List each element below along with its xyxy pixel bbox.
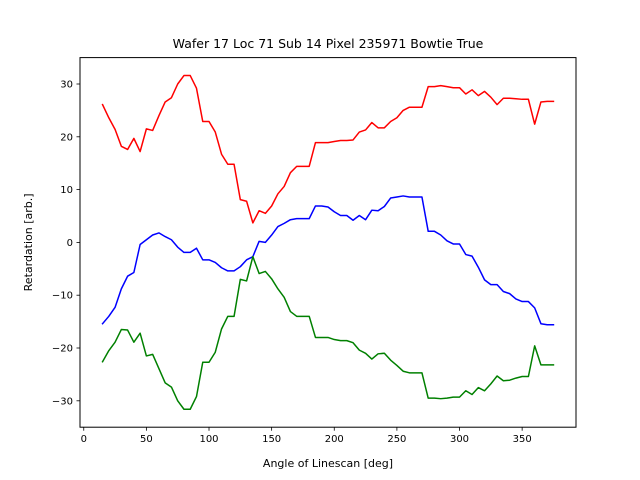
x-tick-label: 250 [387, 434, 406, 445]
x-tick-label: 200 [325, 434, 344, 445]
chart-title: Wafer 17 Loc 71 Sub 14 Pixel 235971 Bowt… [173, 36, 484, 51]
series-line-1 [101, 74, 555, 224]
series-line-2 [101, 195, 555, 326]
y-tick-label: 0 [67, 238, 73, 249]
series-line-3 [101, 255, 555, 410]
x-tick-label: 150 [262, 434, 281, 445]
x-axis-label: Angle of Linescan [deg] [263, 457, 393, 470]
y-axis-label: Retardation [arb.] [22, 193, 35, 291]
x-tick-label: 300 [450, 434, 469, 445]
x-tick-label: 0 [81, 434, 87, 445]
y-axis: −30 −20 −10 0 10 20 30 [52, 80, 80, 407]
y-tick-label: 10 [60, 185, 73, 196]
y-tick-label: −10 [52, 291, 73, 302]
y-tick-label: −30 [52, 396, 73, 407]
x-tick-label: 350 [513, 434, 532, 445]
plot-series [101, 74, 555, 410]
plot-frame [79, 57, 577, 428]
y-tick-label: 30 [60, 80, 73, 91]
x-tick-label: 100 [199, 434, 218, 445]
y-tick-label: −20 [52, 344, 73, 355]
x-tick-label: 50 [140, 434, 153, 445]
x-axis: 0 50 100 150 200 250 300 350 [81, 427, 532, 445]
y-tick-label: 20 [60, 132, 73, 143]
